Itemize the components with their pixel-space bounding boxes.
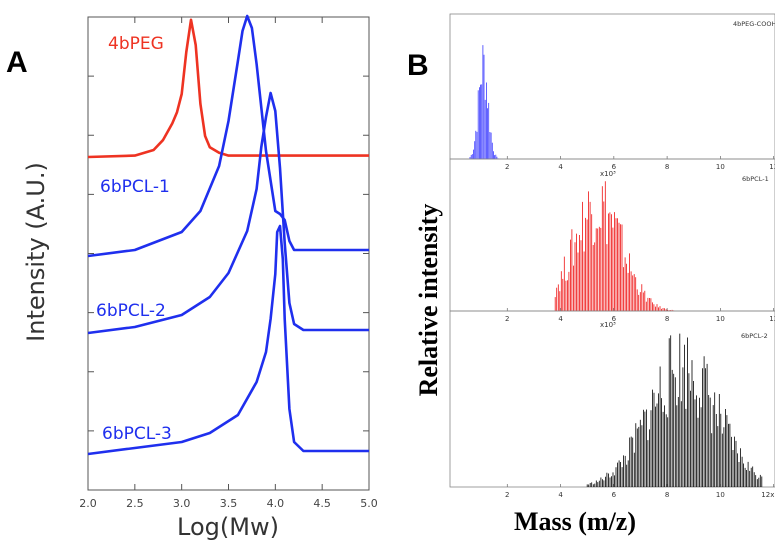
spectrum-bars xyxy=(586,333,763,487)
tick-labels: 2 4 6 8 10 12 xyxy=(505,156,775,171)
tick-labels: 2 4 6 8 10 12 xyxy=(505,308,775,323)
panel-a-x-axis-label: Log(Mw) xyxy=(177,513,279,541)
x-tick-label: 10 xyxy=(716,163,725,171)
exponent-label: x10³ xyxy=(600,321,616,329)
x-tick-label: 2.0 xyxy=(79,497,97,510)
subpanel-6bpcl-2: 6bPCL-2 24681012x10³ xyxy=(449,310,775,499)
subpanel-4bpeg-cooh: 4bPEG-COOH x10³ 2 4 6 8 10 12 xyxy=(449,13,775,178)
exponent-label: x10³ xyxy=(600,170,616,178)
x-tick-label: 4 xyxy=(558,163,563,171)
label-6bpcl-1: 6bPCL-1 xyxy=(100,177,170,197)
x-tick-label: 2 xyxy=(505,315,509,323)
x-tick-label: 2.5 xyxy=(126,497,144,510)
x-tick-label: 12x10³ xyxy=(761,491,775,499)
panel-a-letter: A xyxy=(6,46,28,79)
subpanel-6bpcl-1: 6bPCL-1 x10³ 2 4 6 8 10 12 xyxy=(449,158,775,329)
x-tick-label: 8 xyxy=(665,315,669,323)
x-tick-label: 6 xyxy=(612,163,617,171)
subpanel-label: 4bPEG-COOH xyxy=(733,20,775,28)
panel-b-letter: B xyxy=(407,49,429,82)
subpanel-label: 6bPCL-2 xyxy=(741,332,768,340)
subpanel-label: 6bPCL-1 xyxy=(742,175,769,183)
x-tick-label: 6 xyxy=(612,315,617,323)
x-tick-label: 4.5 xyxy=(313,497,331,510)
spectrum-bars xyxy=(554,181,675,311)
panel-a-y-axis-label: Intensity (A.U.) xyxy=(22,162,50,342)
x-tick-label: 6 xyxy=(612,491,617,499)
panel-a-tick-marks xyxy=(87,17,370,491)
panel-a-frame xyxy=(87,16,370,491)
x-tick-label: 10 xyxy=(716,491,725,499)
tick-labels: 2 4 6 8 10 12x10³ xyxy=(505,484,775,499)
label-6bpcl-3: 6bPCL-3 xyxy=(102,424,172,444)
x-tick-label: 4 xyxy=(558,315,563,323)
x-tick-label: 8 xyxy=(665,491,669,499)
x-tick-label: 3.5 xyxy=(220,497,238,510)
x-tick-label: 4 xyxy=(558,491,563,499)
panel-a-traces xyxy=(87,14,369,456)
spectrum-bars xyxy=(469,45,501,159)
panel-b-x-axis-label: Mass (m/z) xyxy=(514,507,636,536)
label-4bpeg: 4bPEG xyxy=(108,34,164,54)
panel-a-x-tick-labels: 2.0 2.5 3.0 3.5 4.0 4.5 5.0 xyxy=(79,497,378,510)
x-tick-label: 5.0 xyxy=(360,497,378,510)
x-tick-label: 2 xyxy=(505,491,509,499)
x-tick-label: 10 xyxy=(716,315,725,323)
x-tick-label: 8 xyxy=(665,163,669,171)
label-6bpcl-2: 6bPCL-2 xyxy=(96,301,166,321)
trace-6bpcl-2 xyxy=(87,91,369,335)
x-tick-label: 12 xyxy=(769,163,775,171)
x-tick-label: 4.0 xyxy=(267,497,285,510)
trace-6bpcl-3 xyxy=(87,224,369,456)
x-tick-label: 12 xyxy=(769,315,775,323)
trace-6bpcl-1 xyxy=(87,14,369,258)
x-tick-label: 3.0 xyxy=(173,497,191,510)
x-tick-label: 2 xyxy=(505,163,509,171)
panel-b-y-axis-label: Relative intensity xyxy=(414,204,443,397)
